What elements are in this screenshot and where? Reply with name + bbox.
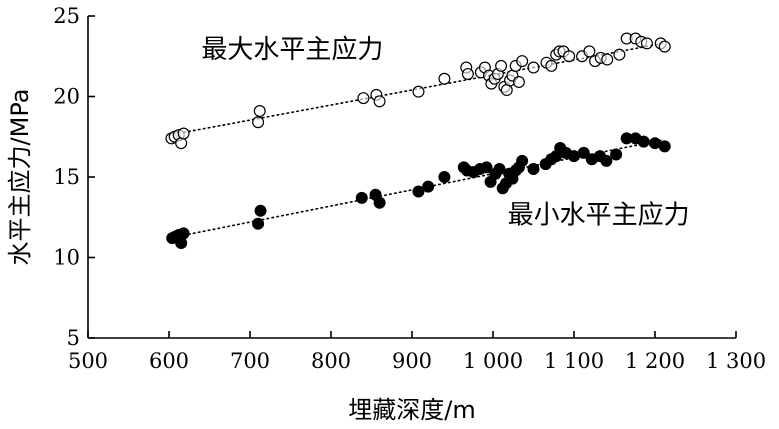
max-stress-point: [601, 53, 614, 66]
min-stress-point: [412, 185, 425, 198]
y-tick-label: 20: [53, 85, 80, 109]
y-axis-title: 水平主应力/MPa: [6, 89, 34, 266]
max-stress-point: [613, 48, 626, 61]
min-stress-point: [493, 162, 506, 175]
max-stress-point: [357, 92, 370, 105]
max-stress-point: [545, 59, 558, 72]
min-stress-point: [373, 196, 386, 209]
min-stress-point: [637, 135, 650, 148]
max-stress-point: [516, 55, 529, 68]
max-stress-point: [412, 85, 425, 98]
x-tick-label: 600: [149, 349, 189, 373]
max-stress-point: [640, 37, 653, 50]
x-tick-label: 1 100: [544, 349, 604, 373]
x-axis-ticks: 500 600 700 800 900 1 000 1 100 1 200 1 300: [68, 331, 766, 373]
min-stress-point: [658, 140, 671, 153]
y-tick-label: 5: [67, 326, 80, 350]
max-stress-point: [495, 59, 508, 72]
max-stress-point: [253, 104, 266, 117]
min-stress-point: [600, 154, 613, 167]
max-stress-point: [252, 116, 265, 129]
min-stress-point: [480, 161, 493, 174]
min-stress-point: [610, 148, 623, 161]
x-tick-label: 700: [230, 349, 270, 373]
max-stress-point: [583, 45, 596, 58]
min-stress-point: [254, 204, 267, 217]
max-stress-point: [461, 67, 474, 80]
max-stress-point: [563, 50, 576, 63]
x-tick-label: 800: [311, 349, 351, 373]
min-stress-point: [355, 191, 368, 204]
y-tick-label: 15: [53, 165, 80, 189]
min-stress-point: [527, 162, 540, 175]
x-tick-label: 900: [392, 349, 432, 373]
x-axis-title: 埋藏深度/m: [348, 396, 475, 424]
max-stress-point: [175, 137, 188, 150]
min-stress-point: [252, 217, 265, 230]
max-stress-point: [658, 40, 671, 53]
min-stress-point: [177, 227, 190, 240]
max-stress-annotation: 最大水平主应力: [201, 35, 383, 65]
min-stress-point: [422, 180, 435, 193]
x-tick-label: 1 000: [463, 349, 523, 373]
min-stress-point: [175, 237, 188, 250]
max-stress-point: [177, 127, 190, 140]
min-stress-annotation: 最小水平主应力: [508, 201, 690, 231]
y-tick-label: 25: [53, 4, 80, 28]
x-tick-label: 500: [68, 349, 108, 373]
min-stress-point: [577, 146, 590, 159]
max-stress-point: [373, 95, 386, 108]
x-tick-label: 1 200: [625, 349, 685, 373]
x-tick-label: 1 300: [706, 349, 766, 373]
y-axis-ticks: 5 10 15 20 25: [53, 4, 95, 350]
data-points: [165, 32, 671, 250]
plot-frame: [87, 16, 736, 339]
min-stress-point: [516, 154, 529, 167]
max-stress-point: [438, 72, 451, 85]
max-stress-point: [527, 61, 540, 74]
min-stress-point: [438, 171, 451, 184]
max-stress-point: [512, 76, 525, 89]
y-tick-label: 10: [53, 246, 80, 270]
